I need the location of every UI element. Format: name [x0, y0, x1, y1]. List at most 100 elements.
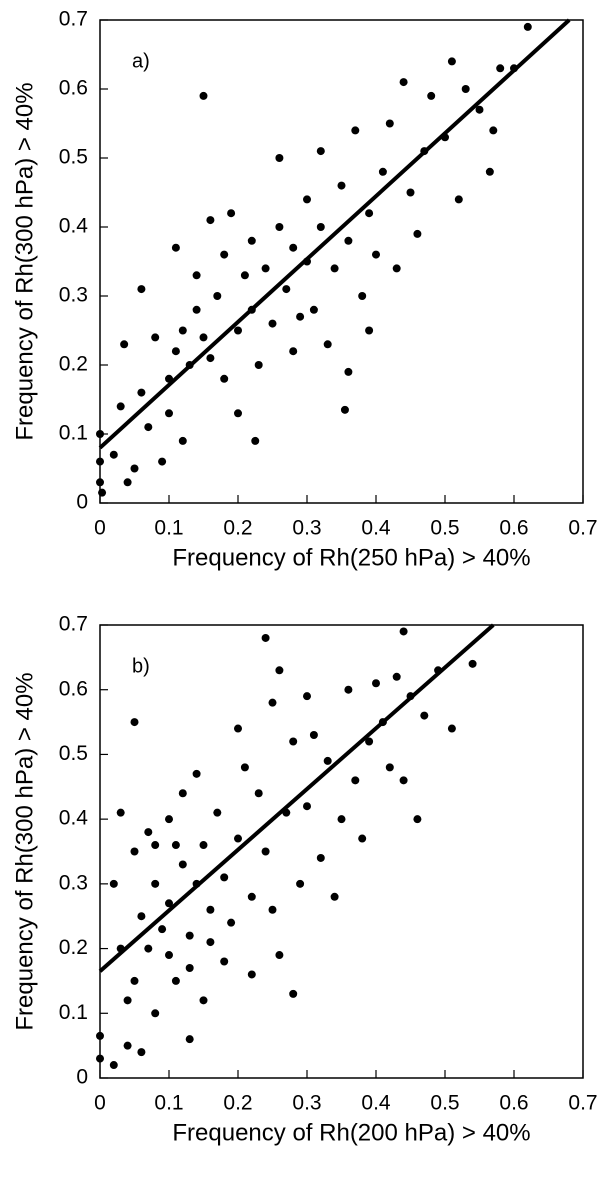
- point: [123, 478, 132, 487]
- point: [96, 478, 104, 487]
- y-tick-label: 0.3: [59, 284, 88, 307]
- x-tick-label: 0.5: [430, 1092, 459, 1115]
- point: [158, 457, 167, 466]
- point: [268, 905, 277, 914]
- point: [192, 305, 201, 314]
- y-tick-label: 0: [76, 491, 88, 514]
- point: [247, 236, 256, 245]
- x-tick-label: 0.2: [223, 517, 252, 540]
- point: [178, 860, 187, 869]
- point: [171, 841, 180, 850]
- x-tick-label: 0.3: [292, 517, 321, 540]
- y-tick-label: 0.7: [59, 8, 88, 31]
- x-tick-label: 0.5: [430, 517, 459, 540]
- point: [399, 78, 408, 87]
- y-axis-label: Frequency of Rh(300 hPa) > 40%: [11, 82, 38, 440]
- point: [420, 711, 429, 720]
- point: [289, 737, 298, 746]
- x-tick-label: 0.6: [499, 517, 528, 540]
- point: [485, 167, 494, 176]
- point: [247, 892, 256, 901]
- point: [372, 250, 380, 259]
- x-tick-label: 0.7: [568, 517, 597, 540]
- point: [254, 361, 263, 369]
- point: [206, 905, 215, 914]
- x-tick-label: 0.4: [361, 517, 391, 540]
- point: [130, 976, 139, 985]
- point: [365, 737, 374, 746]
- point: [316, 853, 325, 862]
- point: [199, 333, 208, 342]
- point: [392, 672, 401, 681]
- point: [385, 119, 394, 128]
- point: [247, 970, 256, 979]
- point: [199, 996, 208, 1005]
- point: [144, 944, 153, 953]
- point: [523, 22, 532, 31]
- x-axis-label: Frequency of Rh(200 hPa) > 40%: [172, 1119, 530, 1146]
- point: [365, 209, 374, 218]
- y-tick-label: 0.2: [59, 936, 88, 959]
- point: [192, 271, 201, 280]
- point: [323, 340, 332, 349]
- point: [151, 333, 160, 342]
- point: [372, 679, 380, 688]
- point: [116, 808, 125, 817]
- point: [289, 989, 298, 998]
- point: [109, 1061, 118, 1070]
- point: [137, 912, 146, 921]
- point: [261, 633, 270, 642]
- point: [337, 815, 346, 824]
- point: [496, 64, 505, 73]
- point: [220, 957, 229, 966]
- point: [358, 834, 367, 843]
- x-tick-label: 0.3: [292, 1092, 321, 1115]
- point: [123, 1041, 132, 1050]
- point: [344, 367, 353, 376]
- y-tick-label: 0.7: [59, 613, 88, 636]
- point: [275, 223, 284, 231]
- point: [199, 841, 208, 850]
- point: [282, 285, 291, 294]
- y-axis-label: Frequency of Rh(300 hPa) > 40%: [11, 672, 38, 1030]
- point: [213, 808, 222, 817]
- point: [240, 763, 249, 772]
- point: [234, 724, 242, 733]
- point: [130, 847, 139, 856]
- point: [399, 776, 408, 785]
- point: [234, 326, 242, 335]
- point: [130, 464, 139, 473]
- point: [165, 899, 173, 908]
- x-tick-label: 0.6: [499, 1092, 528, 1115]
- point: [413, 815, 422, 824]
- point: [461, 85, 470, 93]
- point: [289, 243, 298, 252]
- point: [275, 666, 284, 675]
- point: [337, 181, 346, 190]
- point: [303, 692, 311, 701]
- point: [206, 216, 215, 225]
- point: [185, 931, 194, 940]
- point: [151, 879, 160, 888]
- point: [316, 223, 325, 231]
- x-tick-label: 0.1: [154, 1092, 183, 1115]
- point: [192, 769, 201, 778]
- point: [151, 841, 160, 850]
- point: [96, 457, 104, 466]
- point: [199, 91, 208, 100]
- point: [178, 789, 187, 798]
- y-tick-label: 0.4: [59, 215, 89, 238]
- x-tick-label: 0.2: [223, 1092, 252, 1115]
- point: [213, 292, 222, 300]
- point: [109, 879, 118, 888]
- point: [316, 147, 325, 156]
- y-tick-label: 0.1: [59, 1001, 88, 1024]
- point: [144, 423, 153, 432]
- point: [234, 409, 242, 418]
- point: [296, 879, 305, 888]
- y-tick-label: 0.1: [59, 422, 88, 445]
- point: [303, 802, 311, 811]
- point: [171, 347, 180, 356]
- x-tick-label: 0.4: [361, 1092, 391, 1115]
